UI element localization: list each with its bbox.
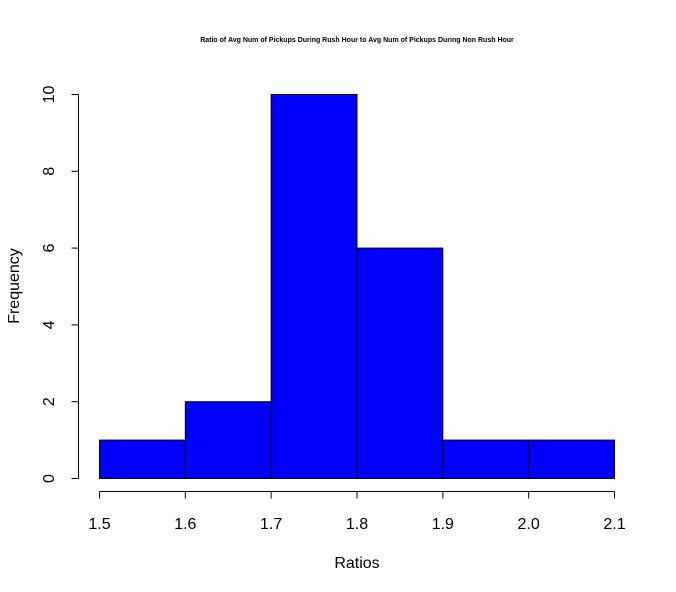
histogram-bar — [270, 94, 358, 479]
y-tick-label: 2 — [41, 397, 58, 406]
x-tick-label: 2.1 — [603, 516, 625, 533]
y-tick-label: 6 — [41, 244, 58, 253]
y-tick-label: 10 — [41, 86, 58, 104]
histogram-bar — [528, 439, 616, 480]
x-tick-label: 1.9 — [432, 516, 454, 533]
bars-group — [99, 94, 616, 480]
y-axis: 0 2 4 6 8 10 — [41, 86, 79, 483]
y-tick-label: 8 — [41, 167, 58, 176]
x-axis-label: Ratios — [334, 555, 379, 572]
x-tick-label: 1.5 — [88, 516, 110, 533]
y-tick-label: 4 — [41, 320, 58, 329]
histogram-bar — [356, 247, 444, 479]
histogram-bar — [184, 401, 272, 480]
y-tick-label: 0 — [41, 474, 58, 483]
x-tick-label: 1.7 — [260, 516, 282, 533]
x-tick-label: 2.0 — [518, 516, 540, 533]
x-tick-label: 1.8 — [346, 516, 368, 533]
y-axis-label: Frequency — [6, 248, 23, 324]
chart-title: Ratio of Avg Num of Pickups During Rush … — [200, 37, 514, 44]
x-axis: 1.5 1.6 1.7 1.8 1.9 2.0 2.1 — [88, 491, 626, 533]
histogram-bar — [99, 439, 186, 480]
x-tick-label: 1.6 — [174, 516, 196, 533]
histogram-bar — [442, 439, 530, 480]
